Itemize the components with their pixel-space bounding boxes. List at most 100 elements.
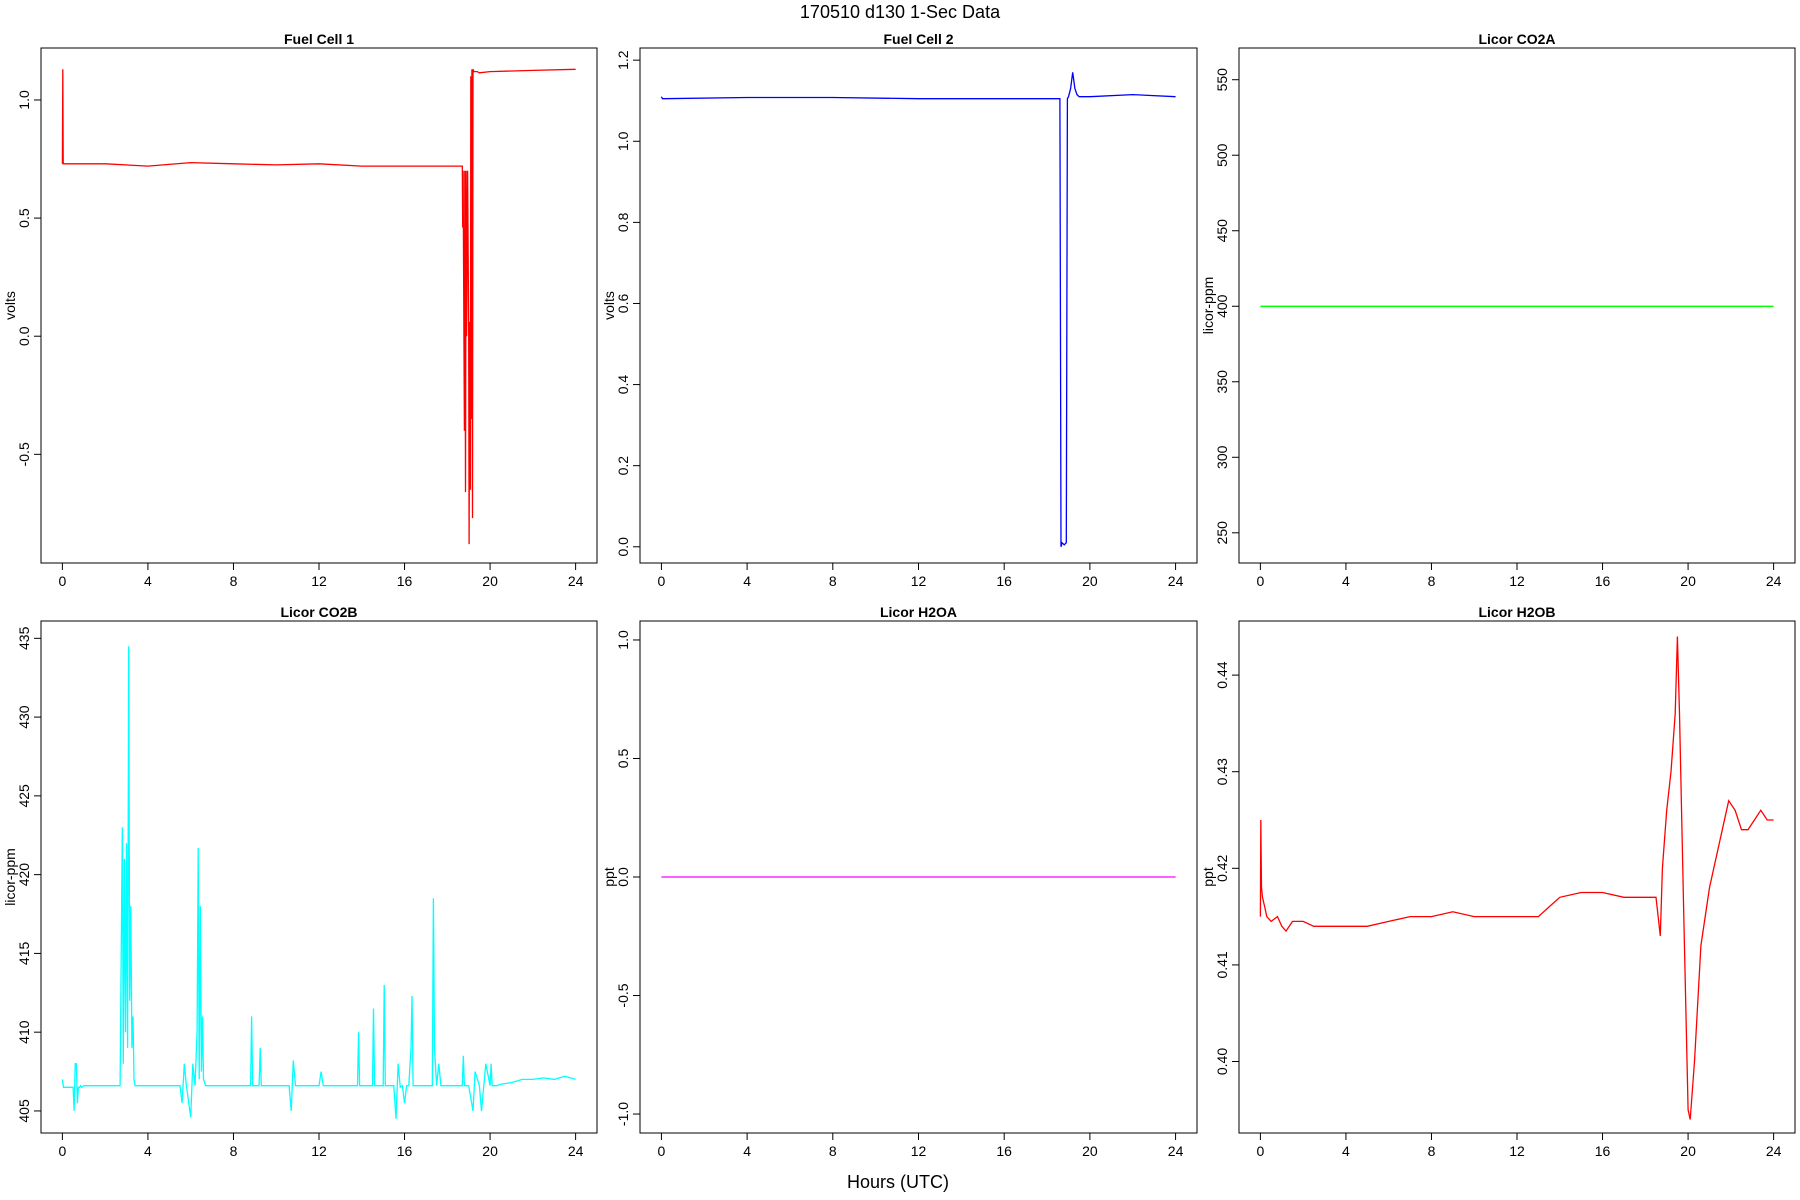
y-tick-label: 0.44 bbox=[1214, 661, 1230, 688]
x-tick-label: 4 bbox=[144, 573, 152, 589]
y-tick-label: 0.2 bbox=[615, 456, 631, 476]
x-tick-label: 20 bbox=[1680, 573, 1696, 589]
x-tick-label: 20 bbox=[1082, 573, 1098, 589]
y-axis-label: ppt bbox=[1200, 867, 1216, 887]
panel-licor-h2ob: Licor H2OB ppt 0 4 8 12 16 20 24 0.40 0.41 0.42 0.… bbox=[1200, 604, 1796, 1159]
panel-licor-co2b: Licor CO2B licor-ppm 0 4 8 12 16 20 24 405 410 41… bbox=[2, 604, 598, 1159]
y-tick-label: 350 bbox=[1214, 370, 1230, 394]
x-tick-label: 4 bbox=[743, 573, 751, 589]
y-tick-label: 0.6 bbox=[615, 294, 631, 314]
y-tick-label: 500 bbox=[1214, 143, 1230, 167]
x-tick-label: 20 bbox=[1680, 1143, 1696, 1159]
panel-title: Fuel Cell 1 bbox=[284, 31, 354, 47]
y-tick-label: 0.5 bbox=[615, 749, 631, 769]
x-tick-label: 16 bbox=[1595, 573, 1611, 589]
y-tick-label: 550 bbox=[1214, 68, 1230, 92]
y-tick-label: 450 bbox=[1214, 219, 1230, 243]
x-tick-label: 8 bbox=[829, 573, 837, 589]
x-tick-label: 0 bbox=[1256, 573, 1264, 589]
x-tick-label: 4 bbox=[743, 1143, 751, 1159]
x-tick-label: 12 bbox=[1509, 573, 1525, 589]
x-tick-label: 20 bbox=[482, 573, 498, 589]
y-axis-label: volts bbox=[601, 291, 617, 320]
y-tick-label: 250 bbox=[1214, 521, 1230, 545]
x-tick-label: 20 bbox=[482, 1143, 498, 1159]
x-tick-label: 8 bbox=[1428, 1143, 1436, 1159]
x-tick-label: 16 bbox=[996, 1143, 1012, 1159]
plot-frame bbox=[1238, 47, 1796, 564]
y-axis-label: licor-ppm bbox=[1200, 277, 1216, 335]
x-tick-label: 0 bbox=[58, 573, 66, 589]
y-tick-label: 0.4 bbox=[615, 375, 631, 395]
panel-fuel-cell-2: Fuel Cell 2 volts 0 4 8 12 16 20 24 0.0 0.2 0.4 0.… bbox=[601, 31, 1198, 589]
x-tick-label: 12 bbox=[311, 1143, 327, 1159]
y-tick-label: 425 bbox=[16, 784, 32, 808]
y-tick-label: 0.0 bbox=[16, 326, 32, 346]
x-tick-label: 12 bbox=[1509, 1143, 1525, 1159]
x-tick-label: 24 bbox=[568, 573, 584, 589]
series-line bbox=[61, 646, 576, 1119]
x-tick-label: 8 bbox=[829, 1143, 837, 1159]
x-tick-label: 24 bbox=[1766, 1143, 1782, 1159]
y-tick-label: 0.5 bbox=[16, 208, 32, 228]
x-tick-label: 0 bbox=[1256, 1143, 1264, 1159]
x-tick-label: 4 bbox=[1342, 573, 1350, 589]
y-tick-label: 0.8 bbox=[615, 212, 631, 232]
y-tick-label: 410 bbox=[16, 1020, 32, 1044]
y-tick-label: 1.0 bbox=[615, 630, 631, 650]
y-tick-label: 405 bbox=[16, 1099, 32, 1123]
plot-frame bbox=[40, 47, 598, 564]
y-tick-label: 0.41 bbox=[1214, 951, 1230, 978]
y-tick-label: 435 bbox=[16, 626, 32, 650]
x-tick-label: 8 bbox=[1428, 573, 1436, 589]
y-axis-label: ppt bbox=[601, 867, 617, 887]
y-tick-label: -0.5 bbox=[615, 983, 631, 1007]
x-tick-label: 12 bbox=[911, 1143, 927, 1159]
series-line bbox=[1259, 636, 1774, 1120]
x-tick-label: 24 bbox=[568, 1143, 584, 1159]
series-line bbox=[61, 68, 576, 545]
panel-title: Fuel Cell 2 bbox=[883, 31, 953, 47]
y-axis-label: licor-ppm bbox=[2, 848, 18, 906]
panel-fuel-cell-1: Fuel Cell 1 volts 0 4 8 12 16 20 24 -0.5 0.0 0.5 1… bbox=[2, 31, 598, 589]
y-tick-label: 0.43 bbox=[1214, 758, 1230, 785]
x-tick-label: 0 bbox=[58, 1143, 66, 1159]
x-tick-label: 8 bbox=[230, 1143, 238, 1159]
x-tick-label: 24 bbox=[1168, 1143, 1184, 1159]
y-tick-label: 300 bbox=[1214, 445, 1230, 469]
panel-licor-co2a: Licor CO2A licor-ppm 0 4 8 12 16 20 24 250 300 35… bbox=[1200, 31, 1796, 589]
x-tick-label: 4 bbox=[144, 1143, 152, 1159]
panel-title: Licor H2OA bbox=[880, 604, 957, 620]
x-tick-label: 24 bbox=[1168, 573, 1184, 589]
y-tick-label: -0.5 bbox=[16, 442, 32, 466]
y-tick-label: 0.40 bbox=[1214, 1048, 1230, 1075]
y-tick-label: 0.42 bbox=[1214, 854, 1230, 881]
panel-title: Licor H2OB bbox=[1478, 604, 1555, 620]
y-tick-label: 1.0 bbox=[16, 90, 32, 110]
x-tick-label: 8 bbox=[230, 573, 238, 589]
y-tick-label: 430 bbox=[16, 705, 32, 729]
y-tick-label: 0.0 bbox=[615, 537, 631, 557]
y-tick-label: 1.0 bbox=[615, 131, 631, 151]
x-tick-label: 16 bbox=[397, 1143, 413, 1159]
y-tick-label: -1.0 bbox=[615, 1102, 631, 1126]
y-axis-label: volts bbox=[2, 291, 18, 320]
x-tick-label: 16 bbox=[1595, 1143, 1611, 1159]
x-tick-label: 12 bbox=[911, 573, 927, 589]
x-tick-label: 20 bbox=[1082, 1143, 1098, 1159]
x-tick-label: 0 bbox=[658, 573, 666, 589]
x-tick-label: 4 bbox=[1342, 1143, 1350, 1159]
x-tick-label: 12 bbox=[311, 573, 327, 589]
figure-x-axis-label: Hours (UTC) bbox=[847, 1172, 949, 1192]
y-tick-label: 400 bbox=[1214, 294, 1230, 318]
x-tick-label: 16 bbox=[397, 573, 413, 589]
y-tick-label: 420 bbox=[16, 863, 32, 887]
x-tick-label: 24 bbox=[1766, 573, 1782, 589]
figure-title: 170510 d130 1-Sec Data bbox=[800, 2, 1001, 22]
y-tick-label: 1.2 bbox=[615, 50, 631, 70]
plot-frame bbox=[639, 47, 1198, 564]
panel-title: Licor CO2B bbox=[280, 604, 357, 620]
x-tick-label: 16 bbox=[996, 573, 1012, 589]
series-line bbox=[660, 72, 1176, 547]
